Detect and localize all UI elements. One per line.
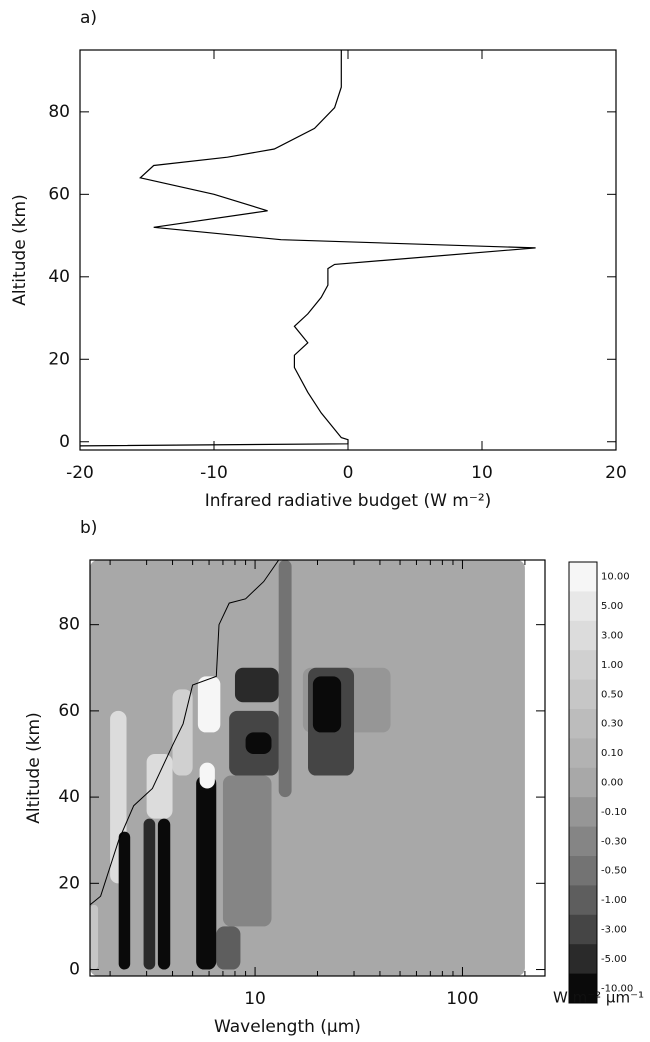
colorbar-swatch (569, 562, 597, 592)
y-tick-label: 0 (59, 432, 70, 452)
colorbar-label: 0.30 (601, 719, 623, 730)
x-tick-label: 100 (446, 989, 478, 1009)
colorbar-label: -5.00 (601, 954, 627, 965)
colorbar-unit: W m⁻² μm⁻¹ (553, 989, 644, 1007)
contour-region (312, 676, 342, 733)
colorbar-frame (568, 561, 598, 1004)
x-tick-label: 20 (605, 463, 627, 483)
contour-line (89, 559, 280, 906)
colorbar-label: 3.00 (601, 631, 623, 642)
x-axis-label: Wavelength (μm) (214, 1017, 361, 1037)
colorbar-label: -0.50 (601, 866, 627, 877)
x-tick-label: 10 (471, 463, 493, 483)
colorbar-swatch (569, 738, 597, 769)
colorbar-label: -0.30 (601, 836, 627, 847)
colorbar-swatch (569, 679, 597, 710)
contour-region (146, 753, 173, 819)
colorbar-swatch (569, 767, 597, 798)
y-tick-label: 40 (58, 787, 80, 807)
y-tick-label: 0 (69, 960, 80, 980)
budget-line (79, 50, 536, 447)
contour-region (216, 926, 241, 970)
x-tick-label: -10 (200, 463, 228, 483)
y-axis-label: Altitude (km) (24, 712, 44, 824)
colorbar-swatch (569, 650, 597, 681)
colorbar-swatch (569, 797, 597, 828)
colorbar-swatch (569, 885, 597, 916)
panel-label: b) (80, 518, 97, 538)
colorbar-label: -3.00 (601, 925, 627, 936)
y-tick-label: 60 (58, 701, 80, 721)
contour-region (278, 560, 292, 798)
contour-region (196, 775, 217, 970)
x-tick-label: -20 (66, 463, 94, 483)
colorbar-swatch (569, 914, 597, 945)
y-tick-label: 20 (58, 873, 80, 893)
colorbar-swatch (569, 944, 597, 975)
y-tick-label: 80 (58, 615, 80, 635)
contour-region (172, 689, 193, 776)
colorbar-label: 0.10 (601, 748, 623, 759)
x-axis-label: Infrared radiative budget (W m⁻²) (205, 491, 492, 511)
contour-region (90, 904, 99, 970)
colorbar-swatch (569, 709, 597, 739)
contour-region (197, 676, 221, 733)
colorbar-label: 1.00 (601, 660, 623, 671)
colorbar-label: 5.00 (601, 601, 623, 612)
colorbar-label: -10.00 (601, 983, 633, 994)
colorbar-label: -0.10 (601, 807, 627, 818)
contour-region (199, 762, 215, 789)
colorbar-label: 10.00 (601, 572, 630, 583)
contour-region (222, 775, 272, 927)
contour-region (234, 667, 279, 703)
colorbar-swatch (569, 826, 597, 857)
colorbar-swatch (569, 620, 597, 651)
panel-label: a) (80, 8, 97, 28)
colorbar-swatch (569, 591, 597, 622)
plot-frame (79, 49, 617, 451)
colorbar-label: 0.00 (601, 778, 623, 789)
y-axis-label: Altitude (km) (10, 194, 30, 306)
y-tick-label: 20 (48, 349, 70, 369)
x-tick-label: 10 (244, 989, 266, 1009)
contour-region (157, 818, 171, 970)
y-tick-label: 80 (48, 102, 70, 122)
colorbar-label: -1.00 (601, 895, 627, 906)
colorbar-label: 0.50 (601, 689, 623, 700)
contour-region (118, 831, 131, 970)
colorbar-swatch (569, 973, 597, 1004)
contour-region (245, 732, 272, 754)
y-tick-label: 40 (48, 267, 70, 287)
contour-region (143, 818, 156, 970)
y-tick-label: 60 (48, 184, 70, 204)
x-tick-label: 0 (343, 463, 354, 483)
colorbar-swatch (569, 856, 597, 886)
